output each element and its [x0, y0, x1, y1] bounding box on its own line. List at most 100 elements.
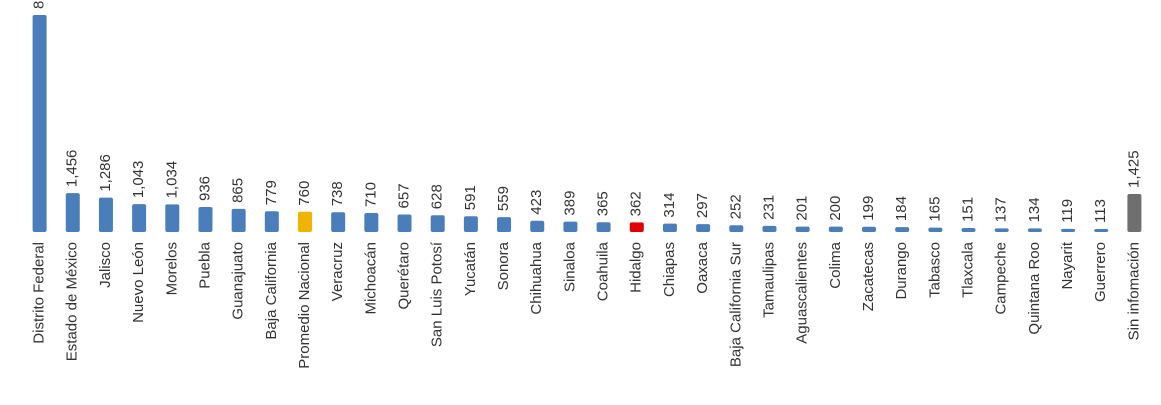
- value-label: 1,456: [64, 150, 81, 188]
- value-label: 151: [959, 197, 976, 222]
- bar: [497, 217, 512, 232]
- category-label: Tabasco: [926, 242, 943, 298]
- category-label: Sinaloa: [561, 241, 578, 292]
- bar: [331, 212, 346, 232]
- category-label: Querétaro: [395, 242, 412, 310]
- value-label: 865: [230, 178, 247, 203]
- value-label: 936: [196, 176, 213, 201]
- category-label: Aguascalientes: [794, 242, 811, 344]
- category-label: Jalisco: [97, 242, 114, 288]
- bar: [397, 214, 412, 232]
- value-label: 119: [1059, 199, 1076, 223]
- value-label: 365: [595, 191, 612, 216]
- value-label: 657: [395, 183, 412, 208]
- category-label: Guerrero: [1092, 242, 1109, 302]
- value-label: 200: [827, 196, 844, 221]
- category-label: Chihuahua: [528, 241, 545, 314]
- bar: [1127, 193, 1142, 232]
- category-label: Sonora: [495, 241, 512, 290]
- category-label: Guanajuato: [230, 242, 247, 320]
- bar: [729, 225, 744, 232]
- category-label: Tlaxcala: [959, 241, 976, 298]
- bar: [198, 207, 213, 232]
- bar: [264, 211, 279, 232]
- bar: [696, 224, 711, 232]
- category-label: Hidalgo: [628, 242, 645, 293]
- value-label: 201: [794, 196, 811, 221]
- value-label: 297: [694, 193, 711, 218]
- value-label: 1,034: [163, 161, 180, 199]
- bar: [430, 215, 445, 232]
- bar: [629, 222, 644, 232]
- value-label: 628: [429, 184, 446, 209]
- category-label: Durango: [893, 242, 910, 300]
- value-label: 314: [661, 193, 678, 218]
- bar: [1061, 228, 1076, 232]
- category-label: San Luis Potosí: [429, 241, 446, 347]
- bar: [795, 226, 810, 232]
- category-label: Oaxaca: [694, 241, 711, 293]
- category-label: Sin infomación: [1125, 242, 1142, 340]
- value-label: 389: [561, 191, 578, 216]
- category-label: Quintana Roo: [1026, 242, 1043, 335]
- category-label: Yucatán: [462, 242, 479, 296]
- value-label: 184: [893, 196, 910, 221]
- value-label: 113: [1092, 199, 1109, 223]
- category-label: Morelos: [163, 242, 180, 295]
- bar: [32, 15, 47, 232]
- value-label: 362: [628, 191, 645, 216]
- category-label: Distrito Federal: [31, 242, 48, 344]
- value-label: 165: [926, 197, 943, 222]
- bar: [828, 226, 843, 232]
- bar: [862, 226, 876, 232]
- category-label: Michoacán: [362, 242, 379, 315]
- bar: [463, 216, 478, 232]
- bar: [530, 220, 545, 232]
- value-label: 1,286: [97, 154, 114, 192]
- value-label: 423: [528, 190, 545, 215]
- category-label: Nuevo León: [130, 242, 147, 323]
- value-label: 738: [329, 181, 346, 206]
- bar: [165, 204, 180, 232]
- category-label: Zacatecas: [860, 242, 877, 311]
- category-label: Chiapas: [661, 242, 678, 297]
- category-label: Campeche: [993, 242, 1010, 315]
- bar: [563, 221, 578, 232]
- category-label: Veracruz: [329, 242, 346, 301]
- bar: [132, 204, 147, 232]
- value-label: 710: [362, 182, 379, 207]
- value-label: 199: [860, 196, 877, 221]
- value-label: 1,043: [130, 161, 147, 199]
- bar: [65, 193, 80, 232]
- bar: [662, 223, 677, 232]
- bar: [1027, 228, 1042, 232]
- value-label: 760: [296, 181, 313, 206]
- value-label: 134: [1026, 197, 1043, 222]
- bar: [596, 222, 611, 232]
- bar: [298, 211, 312, 232]
- category-label: Estado de México: [64, 242, 81, 361]
- category-label: Tamaulipas: [760, 242, 777, 318]
- bar: [994, 228, 1009, 232]
- bar: [961, 227, 976, 232]
- value-label: 1,425: [1125, 150, 1142, 188]
- category-label: Promedio Nacional: [296, 242, 313, 369]
- bar: [928, 227, 943, 232]
- category-label: Nayarit: [1059, 241, 1076, 289]
- bar: [895, 227, 910, 232]
- bar: [1094, 228, 1109, 232]
- category-label: Baja California: [263, 241, 280, 339]
- bar: [231, 208, 246, 232]
- value-label: 231: [760, 195, 777, 220]
- value-label: 8,129: [31, 0, 48, 9]
- value-label: 252: [727, 194, 744, 219]
- category-label: Puebla: [196, 241, 213, 288]
- bar: [364, 213, 379, 232]
- bar: [98, 197, 113, 232]
- category-label: Colima: [827, 241, 844, 288]
- value-label: 137: [993, 197, 1010, 222]
- category-label: Baja California Sur: [727, 242, 744, 367]
- value-label: 559: [495, 186, 512, 211]
- bar: [762, 225, 777, 232]
